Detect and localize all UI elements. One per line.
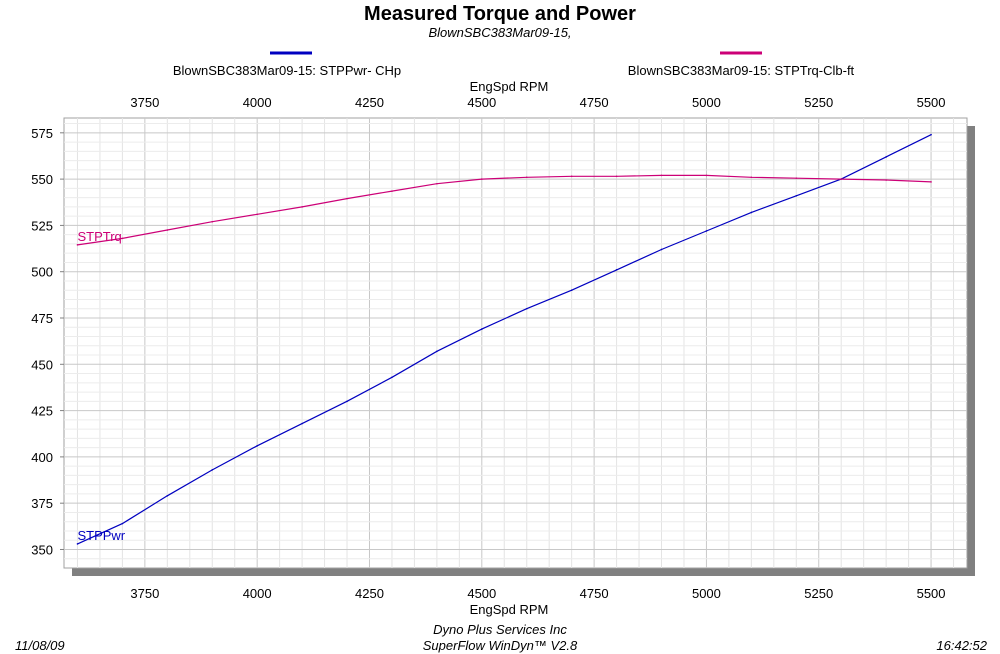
data-point-torque [750,176,753,179]
x-axis-title-top: EngSpd RPM [470,79,549,94]
y-tick-label: 350 [31,542,53,557]
data-point-torque [481,178,483,180]
data-point-power [76,543,79,545]
legend-label-power: BlownSBC383Mar09-15: STPPwr- CHp [173,63,401,78]
data-point-torque [525,176,528,179]
data-point-power [121,522,124,525]
footer-time: 16:42:52 [936,638,987,653]
x-tick-label-bottom: 4000 [243,586,272,601]
footer-date: 11/08/09 [15,638,65,653]
data-point-power [166,494,169,497]
x-tick-label-bottom: 5000 [692,586,721,601]
y-tick-label: 550 [31,172,53,187]
x-tick-label-top: 4500 [467,95,496,110]
data-point-torque [76,244,79,246]
series-label-power: STPPwr [77,528,125,543]
data-point-torque [615,175,618,178]
data-point-power [705,230,708,232]
data-point-torque [346,197,348,200]
grid [64,118,967,568]
data-point-torque [301,206,303,208]
data-point-power [885,156,887,158]
data-point-torque [840,178,843,180]
legend: BlownSBC383Mar09-15: STPPwr- CHp BlownSB… [173,51,855,78]
tick-labels: 3750 3750 4000 4000 4250 4250 4500 4500 4750 4750… [31,95,945,601]
data-point-power [211,469,214,471]
footer-company: Dyno Plus Services Inc [433,622,567,637]
data-point-power [436,350,438,353]
data-point-torque [570,175,573,178]
data-point-torque [885,179,887,181]
data-point-power [750,211,753,214]
data-point-torque [256,213,258,216]
data-point-torque [795,177,798,179]
series-line-power [77,134,932,545]
data-point-torque [930,181,932,183]
series-label-torque: STPTrq [77,229,121,244]
plot-area [63,117,968,569]
data-point-power [660,248,663,251]
x-tick-label-top: 5250 [804,95,833,110]
data-point-torque [705,174,708,177]
x-tick-label-bottom: 4500 [467,586,496,601]
data-point-power [481,328,483,330]
data-point-torque [121,237,124,240]
data-point-torque [391,190,393,192]
data-point-torque [660,174,663,177]
y-tick-label: 375 [31,496,53,511]
x-tick-label-bottom: 5500 [917,586,946,601]
x-tick-label-bottom: 4750 [580,586,609,601]
y-tick-label: 450 [31,357,53,372]
x-axis-title-bottom: EngSpd RPM [470,602,549,617]
data-point-power [930,133,932,136]
y-tick-label: 575 [31,126,53,141]
chart-subtitle: BlownSBC383Mar09-15, [428,25,571,40]
series-line-torque [77,174,932,246]
data-point-power [570,289,573,292]
x-tick-label-top: 4000 [243,95,272,110]
series-labels: STPPwr STPTrq [77,229,125,543]
series-lines [76,133,932,545]
data-point-torque [211,220,214,223]
chart-title: Measured Torque and Power [364,3,636,25]
x-tick-label-top: 3750 [130,95,159,110]
x-tick-label-bottom: 5250 [804,586,833,601]
y-tick-label: 475 [31,311,53,326]
legend-label-torque: BlownSBC383Mar09-15: STPTrq-Clb-ft [628,63,855,78]
footer-software: SuperFlow WinDyn™ V2.8 [423,638,578,653]
data-point-power [391,376,393,379]
x-tick-label-top: 4250 [355,95,384,110]
x-tick-label-bottom: 3750 [130,586,159,601]
y-tick-label: 425 [31,404,53,419]
data-point-power [795,194,798,197]
data-point-power [256,444,258,447]
data-point-power [301,422,303,425]
x-tick-label-top: 4750 [580,95,609,110]
data-point-torque [166,229,169,231]
x-tick-label-top: 5500 [917,95,946,110]
x-tick-label-bottom: 4250 [355,586,384,601]
x-tick-label-top: 5000 [692,95,721,110]
y-tick-label: 400 [31,450,53,465]
data-point-power [346,400,348,403]
data-point-torque [436,182,438,185]
data-point-power [615,269,618,271]
y-tick-label: 500 [31,265,53,280]
data-point-power [525,307,528,310]
y-tick-label: 525 [31,218,53,233]
